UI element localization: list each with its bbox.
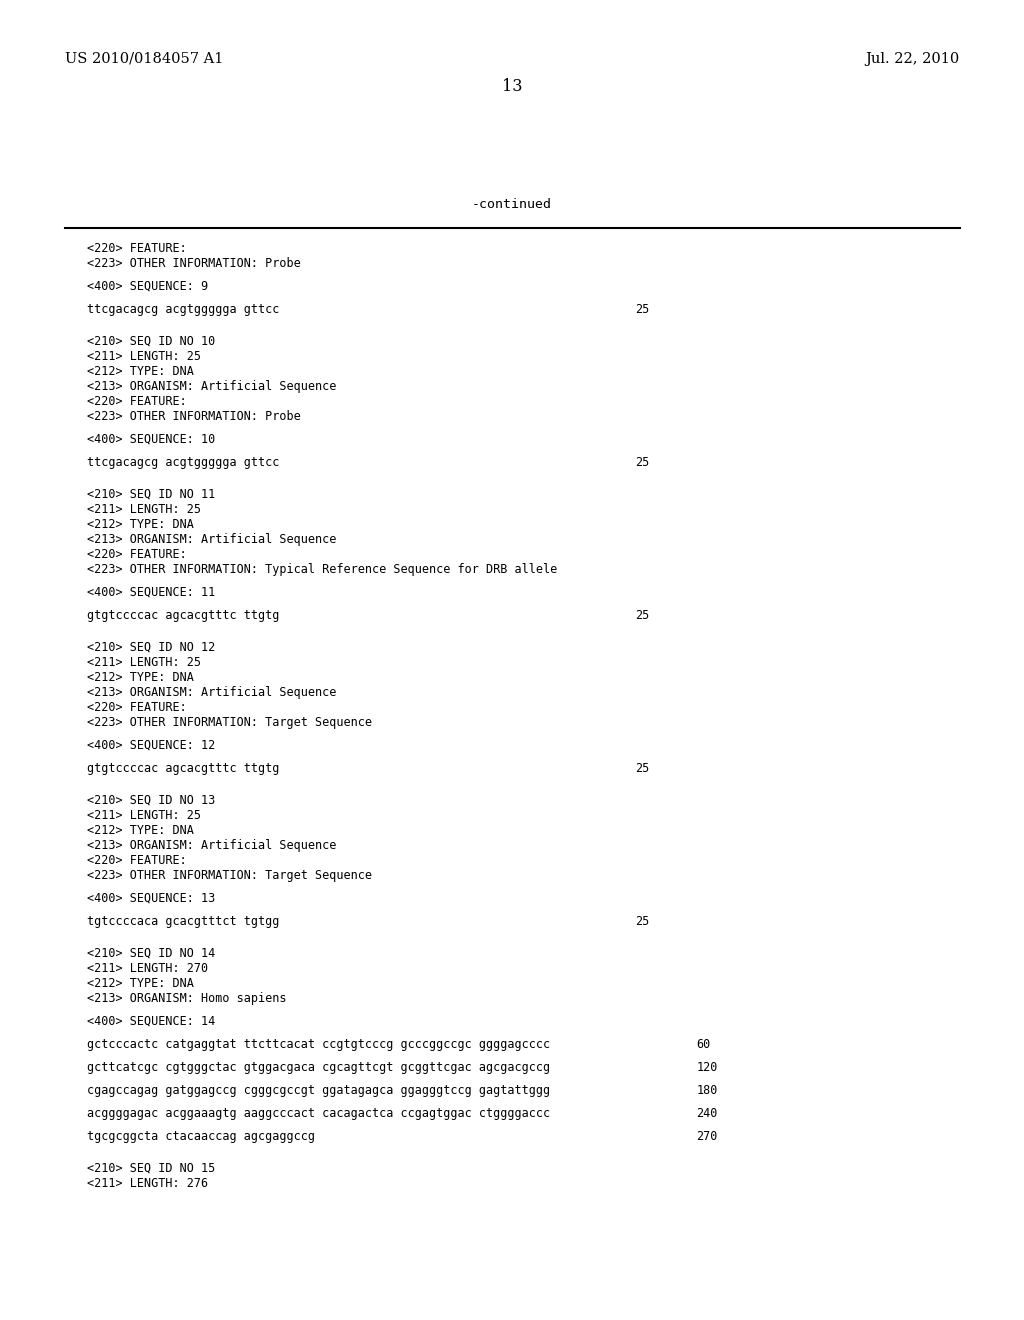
Text: <211> LENGTH: 25: <211> LENGTH: 25 <box>87 350 201 363</box>
Text: <212> TYPE: DNA: <212> TYPE: DNA <box>87 671 194 684</box>
Text: <400> SEQUENCE: 12: <400> SEQUENCE: 12 <box>87 739 215 752</box>
Text: <220> FEATURE:: <220> FEATURE: <box>87 548 186 561</box>
Text: 25: 25 <box>635 455 649 469</box>
Text: acggggagac acggaaagtg aaggcccact cacagactca ccgagtggac ctggggaccc: acggggagac acggaaagtg aaggcccact cacagac… <box>87 1107 550 1119</box>
Text: <212> TYPE: DNA: <212> TYPE: DNA <box>87 824 194 837</box>
Text: tgtccccaca gcacgtttct tgtgg: tgtccccaca gcacgtttct tgtgg <box>87 915 280 928</box>
Text: <211> LENGTH: 25: <211> LENGTH: 25 <box>87 656 201 669</box>
Text: <213> ORGANISM: Artificial Sequence: <213> ORGANISM: Artificial Sequence <box>87 380 337 393</box>
Text: <400> SEQUENCE: 9: <400> SEQUENCE: 9 <box>87 280 208 293</box>
Text: <400> SEQUENCE: 14: <400> SEQUENCE: 14 <box>87 1015 215 1028</box>
Text: <220> FEATURE:: <220> FEATURE: <box>87 854 186 867</box>
Text: gtgtccccac agcacgtttc ttgtg: gtgtccccac agcacgtttc ttgtg <box>87 762 280 775</box>
Text: 180: 180 <box>696 1084 718 1097</box>
Text: <220> FEATURE:: <220> FEATURE: <box>87 395 186 408</box>
Text: <212> TYPE: DNA: <212> TYPE: DNA <box>87 517 194 531</box>
Text: <211> LENGTH: 25: <211> LENGTH: 25 <box>87 503 201 516</box>
Text: 13: 13 <box>502 78 522 95</box>
Text: <211> LENGTH: 276: <211> LENGTH: 276 <box>87 1177 208 1191</box>
Text: gtgtccccac agcacgtttc ttgtg: gtgtccccac agcacgtttc ttgtg <box>87 609 280 622</box>
Text: <400> SEQUENCE: 11: <400> SEQUENCE: 11 <box>87 586 215 599</box>
Text: <210> SEQ ID NO 10: <210> SEQ ID NO 10 <box>87 335 215 348</box>
Text: <213> ORGANISM: Artificial Sequence: <213> ORGANISM: Artificial Sequence <box>87 686 337 700</box>
Text: <211> LENGTH: 270: <211> LENGTH: 270 <box>87 962 208 975</box>
Text: <223> OTHER INFORMATION: Target Sequence: <223> OTHER INFORMATION: Target Sequence <box>87 715 372 729</box>
Text: US 2010/0184057 A1: US 2010/0184057 A1 <box>65 51 223 66</box>
Text: Jul. 22, 2010: Jul. 22, 2010 <box>865 51 961 66</box>
Text: cgagccagag gatggagccg cgggcgccgt ggatagagca ggagggtccg gagtattggg: cgagccagag gatggagccg cgggcgccgt ggataga… <box>87 1084 550 1097</box>
Text: 240: 240 <box>696 1107 718 1119</box>
Text: <212> TYPE: DNA: <212> TYPE: DNA <box>87 366 194 378</box>
Text: <220> FEATURE:: <220> FEATURE: <box>87 701 186 714</box>
Text: ttcgacagcg acgtggggga gttcc: ttcgacagcg acgtggggga gttcc <box>87 304 280 315</box>
Text: <220> FEATURE:: <220> FEATURE: <box>87 242 186 255</box>
Text: 25: 25 <box>635 915 649 928</box>
Text: 25: 25 <box>635 304 649 315</box>
Text: 270: 270 <box>696 1130 718 1143</box>
Text: <223> OTHER INFORMATION: Probe: <223> OTHER INFORMATION: Probe <box>87 411 301 422</box>
Text: <400> SEQUENCE: 10: <400> SEQUENCE: 10 <box>87 433 215 446</box>
Text: -continued: -continued <box>472 198 552 211</box>
Text: <211> LENGTH: 25: <211> LENGTH: 25 <box>87 809 201 822</box>
Text: <213> ORGANISM: Artificial Sequence: <213> ORGANISM: Artificial Sequence <box>87 840 337 851</box>
Text: tgcgcggcta ctacaaccag agcgaggccg: tgcgcggcta ctacaaccag agcgaggccg <box>87 1130 315 1143</box>
Text: gctcccactc catgaggtat ttcttcacat ccgtgtcccg gcccggccgc ggggagcccc: gctcccactc catgaggtat ttcttcacat ccgtgtc… <box>87 1038 550 1051</box>
Text: <210> SEQ ID NO 14: <210> SEQ ID NO 14 <box>87 946 215 960</box>
Text: ttcgacagcg acgtggggga gttcc: ttcgacagcg acgtggggga gttcc <box>87 455 280 469</box>
Text: <213> ORGANISM: Artificial Sequence: <213> ORGANISM: Artificial Sequence <box>87 533 337 546</box>
Text: gcttcatcgc cgtgggctac gtggacgaca cgcagttcgt gcggttcgac agcgacgccg: gcttcatcgc cgtgggctac gtggacgaca cgcagtt… <box>87 1061 550 1074</box>
Text: <210> SEQ ID NO 15: <210> SEQ ID NO 15 <box>87 1162 215 1175</box>
Text: <223> OTHER INFORMATION: Typical Reference Sequence for DRB allele: <223> OTHER INFORMATION: Typical Referen… <box>87 564 557 576</box>
Text: <213> ORGANISM: Homo sapiens: <213> ORGANISM: Homo sapiens <box>87 993 287 1005</box>
Text: <210> SEQ ID NO 11: <210> SEQ ID NO 11 <box>87 488 215 502</box>
Text: 25: 25 <box>635 609 649 622</box>
Text: 120: 120 <box>696 1061 718 1074</box>
Text: 25: 25 <box>635 762 649 775</box>
Text: <223> OTHER INFORMATION: Probe: <223> OTHER INFORMATION: Probe <box>87 257 301 271</box>
Text: 60: 60 <box>696 1038 711 1051</box>
Text: <223> OTHER INFORMATION: Target Sequence: <223> OTHER INFORMATION: Target Sequence <box>87 869 372 882</box>
Text: <210> SEQ ID NO 12: <210> SEQ ID NO 12 <box>87 642 215 653</box>
Text: <400> SEQUENCE: 13: <400> SEQUENCE: 13 <box>87 892 215 906</box>
Text: <210> SEQ ID NO 13: <210> SEQ ID NO 13 <box>87 795 215 807</box>
Text: <212> TYPE: DNA: <212> TYPE: DNA <box>87 977 194 990</box>
